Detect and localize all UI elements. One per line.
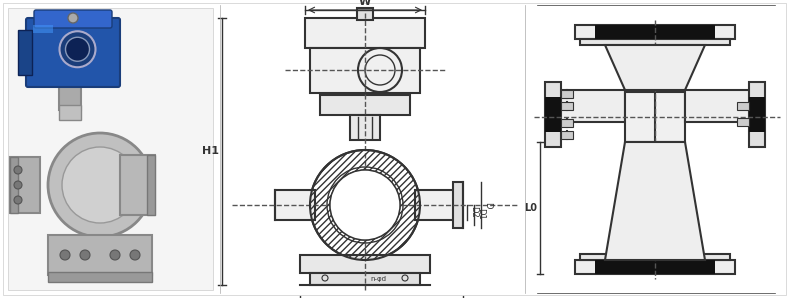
Bar (300, 255, 430, 273)
Circle shape (68, 13, 78, 23)
Bar (310, 48, 420, 93)
Bar (749, 82, 765, 147)
Circle shape (60, 250, 70, 260)
Bar (357, 8, 373, 20)
FancyBboxPatch shape (26, 18, 120, 87)
Bar (561, 102, 573, 110)
Polygon shape (605, 142, 705, 260)
Bar (685, 90, 750, 122)
Circle shape (62, 147, 138, 223)
Bar (453, 182, 463, 228)
Text: W: W (359, 0, 371, 7)
Circle shape (65, 37, 89, 61)
Bar (580, 39, 730, 45)
Circle shape (80, 250, 90, 260)
Circle shape (14, 181, 22, 189)
Bar (547, 90, 625, 122)
Text: D1: D1 (476, 208, 485, 220)
Bar (48, 272, 152, 282)
Bar (561, 90, 573, 98)
Bar (305, 18, 425, 48)
Bar (415, 190, 455, 220)
Bar (350, 115, 380, 140)
Circle shape (330, 170, 400, 240)
Bar (310, 150, 420, 260)
Bar (580, 254, 730, 260)
Bar (575, 260, 735, 274)
FancyBboxPatch shape (34, 10, 112, 28)
Polygon shape (605, 45, 705, 90)
Circle shape (14, 196, 22, 204)
Bar (147, 155, 155, 215)
Text: D: D (483, 202, 492, 208)
Bar (59, 105, 81, 120)
Text: H1: H1 (202, 146, 219, 156)
Bar (545, 82, 561, 147)
Bar (275, 190, 315, 220)
Bar (10, 157, 40, 213)
Bar (737, 102, 749, 110)
Circle shape (110, 250, 120, 260)
Bar (59, 85, 81, 110)
Bar (10, 157, 18, 213)
Bar (595, 260, 715, 274)
Bar (33, 25, 53, 33)
Bar (8, 8, 213, 290)
Bar (310, 273, 420, 285)
Bar (595, 25, 715, 39)
Bar (561, 131, 573, 139)
Text: n-φd: n-φd (370, 276, 386, 282)
Bar (48, 235, 152, 275)
Bar (320, 95, 410, 115)
Bar (575, 25, 735, 39)
Bar (545, 97, 561, 132)
Bar (561, 119, 573, 127)
Circle shape (59, 31, 95, 67)
Bar (625, 92, 685, 142)
Circle shape (48, 133, 152, 237)
Bar (749, 97, 765, 132)
Bar (18, 30, 32, 75)
Bar (737, 118, 749, 126)
Text: D2: D2 (469, 206, 478, 218)
Circle shape (130, 250, 140, 260)
Circle shape (14, 166, 22, 174)
Bar (120, 155, 155, 215)
Text: L0: L0 (524, 203, 537, 213)
